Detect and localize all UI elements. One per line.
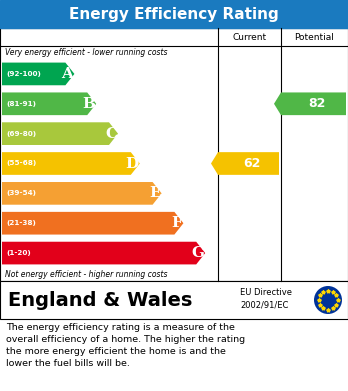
Text: G: G <box>191 246 204 260</box>
Text: Not energy efficient - higher running costs: Not energy efficient - higher running co… <box>5 270 167 279</box>
Text: Energy Efficiency Rating: Energy Efficiency Rating <box>69 7 279 22</box>
Text: F: F <box>172 216 182 230</box>
Text: C: C <box>105 127 117 141</box>
Text: (92-100): (92-100) <box>6 71 41 77</box>
Text: (21-38): (21-38) <box>6 220 36 226</box>
Polygon shape <box>2 182 161 205</box>
Polygon shape <box>211 152 279 175</box>
Text: (1-20): (1-20) <box>6 250 31 256</box>
Bar <box>0 0 348 28</box>
Text: (39-54): (39-54) <box>6 190 36 196</box>
Text: The energy efficiency rating is a measure of the
overall efficiency of a home. T: The energy efficiency rating is a measur… <box>6 323 245 368</box>
Bar <box>0 28 348 281</box>
Text: (55-68): (55-68) <box>6 160 36 167</box>
Circle shape <box>314 286 342 314</box>
Text: (69-80): (69-80) <box>6 131 36 136</box>
Bar <box>0 281 348 319</box>
Text: A: A <box>62 67 73 81</box>
Polygon shape <box>2 122 118 145</box>
Text: England & Wales: England & Wales <box>8 291 192 310</box>
Polygon shape <box>2 242 205 264</box>
Text: 62: 62 <box>243 157 260 170</box>
Text: (81-91): (81-91) <box>6 101 36 107</box>
Text: 82: 82 <box>308 97 325 110</box>
Polygon shape <box>2 212 183 235</box>
Polygon shape <box>2 152 140 175</box>
Text: EU Directive
2002/91/EC: EU Directive 2002/91/EC <box>240 288 292 310</box>
Text: B: B <box>82 97 95 111</box>
Polygon shape <box>2 92 96 115</box>
Polygon shape <box>2 63 74 85</box>
Text: D: D <box>126 156 139 170</box>
Text: Potential: Potential <box>294 32 334 41</box>
Polygon shape <box>274 92 346 115</box>
Text: Current: Current <box>232 32 267 41</box>
Text: E: E <box>149 187 160 200</box>
Text: Very energy efficient - lower running costs: Very energy efficient - lower running co… <box>5 48 167 57</box>
